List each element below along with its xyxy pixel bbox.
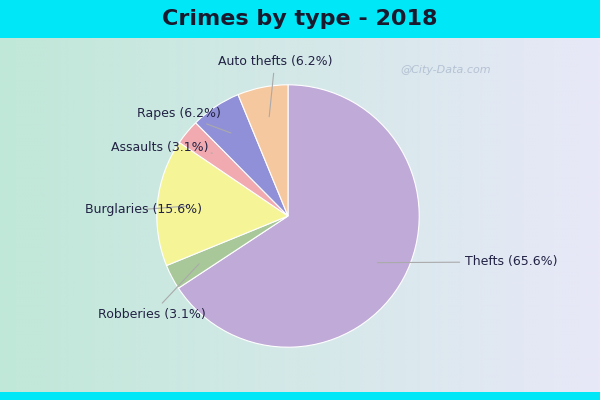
Text: Robberies (3.1%): Robberies (3.1%) bbox=[98, 264, 206, 321]
Wedge shape bbox=[157, 142, 288, 266]
Wedge shape bbox=[179, 123, 288, 216]
Text: Thefts (65.6%): Thefts (65.6%) bbox=[377, 256, 557, 268]
Wedge shape bbox=[167, 216, 288, 288]
Text: Burglaries (15.6%): Burglaries (15.6%) bbox=[85, 203, 202, 216]
Text: Auto thefts (6.2%): Auto thefts (6.2%) bbox=[218, 55, 332, 117]
Text: Crimes by type - 2018: Crimes by type - 2018 bbox=[162, 9, 438, 29]
Wedge shape bbox=[178, 85, 419, 347]
Text: Assaults (3.1%): Assaults (3.1%) bbox=[111, 141, 212, 154]
Text: Rapes (6.2%): Rapes (6.2%) bbox=[137, 107, 231, 133]
Bar bbox=[0, 392, 600, 400]
Bar bbox=[0, 0, 600, 38]
Wedge shape bbox=[238, 85, 288, 216]
Wedge shape bbox=[196, 95, 288, 216]
Text: @City-Data.com: @City-Data.com bbox=[401, 65, 491, 75]
